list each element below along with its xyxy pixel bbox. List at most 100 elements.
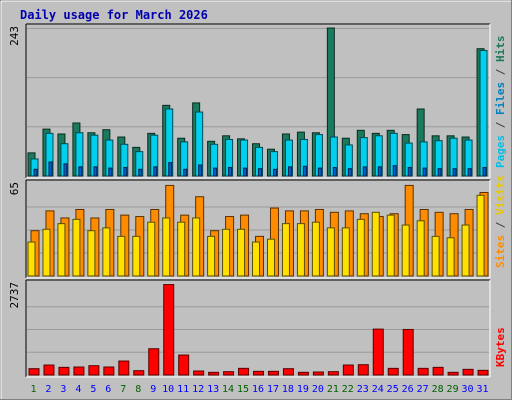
kbytes-bar-kbytes (103, 366, 115, 376)
hits-files-pages-bar-pages (138, 168, 143, 177)
visits-sites-bar-sites (356, 218, 365, 277)
kbytes-panel (26, 280, 490, 377)
visits-sites-bar-sites (87, 230, 96, 277)
kbytes-bar-kbytes (417, 367, 429, 376)
kbytes-bar-kbytes (327, 371, 339, 376)
visits-sites-bar-sites (162, 217, 171, 277)
hits-files-pages-bar-pages (422, 167, 427, 177)
x-tick-label: 8 (135, 384, 141, 395)
visits-sites-bar-sites (117, 235, 126, 277)
x-tick-label: 24 (372, 384, 384, 395)
hits-files-pages-bar-pages (198, 164, 203, 177)
visits-sites-bar-sites (222, 228, 231, 277)
kbytes-bar-kbytes (447, 371, 459, 376)
x-tick-label: 2 (45, 384, 51, 395)
x-tick-label: 27 (417, 384, 429, 395)
x-tick-label: 1 (30, 384, 36, 395)
kbytes-legend-part: KBytes (494, 327, 507, 367)
kbytes-bar-kbytes (88, 365, 100, 376)
hits-files-pages-bar-pages (258, 168, 263, 177)
kbytes-bar-kbytes (58, 366, 70, 376)
kbytes-bar-kbytes (402, 328, 414, 376)
visits-sites-bar-sites (102, 227, 111, 277)
x-tick-label: 31 (476, 384, 488, 395)
visits-sites-bar-sites (27, 241, 36, 277)
visits-sites-bar-sites (281, 223, 290, 277)
hits-files-pages-bar-pages (392, 165, 397, 177)
hits-files-pages-bar-pages (243, 167, 248, 177)
x-tick-label: 5 (90, 384, 96, 395)
x-tick-label: 7 (120, 384, 126, 395)
hits-files-pages-bar-pages (108, 167, 113, 177)
kbytes-bar-kbytes (148, 348, 160, 376)
hits-files-pages-bar-pages (362, 166, 367, 177)
hits-files-pages-bar-pages (228, 166, 233, 177)
x-tick-label: 12 (192, 384, 204, 395)
hits-files-pages-legend-part: Pages (494, 135, 507, 168)
visits-sites-bar-sites (252, 241, 261, 277)
hits-files-pages-bar-pages (482, 166, 487, 177)
kbytes-bar-kbytes (357, 364, 369, 376)
kbytes-bar-kbytes (238, 367, 250, 376)
x-tick-label: 10 (162, 384, 174, 395)
x-tick-label: 18 (282, 384, 294, 395)
hits-files-pages-bar-pages (377, 166, 382, 177)
kbytes-bar-kbytes (282, 368, 294, 376)
hits-files-pages-bar-pages (437, 168, 442, 177)
kbytes-bar-kbytes (253, 370, 265, 376)
visits-sites-bar-sites (401, 224, 410, 277)
hits-files-pages-bar-pages (213, 167, 218, 177)
hits-files-pages-legend-part: Hits (494, 36, 507, 63)
x-tick-label: 16 (252, 384, 264, 395)
hits-files-pages-bar-pages (332, 166, 337, 177)
hits-files-pages-bar-pages (317, 167, 322, 177)
hits-files-pages-bar-pages (287, 166, 292, 177)
kbytes-bar-kbytes (28, 368, 40, 376)
x-tick-label: 20 (312, 384, 324, 395)
kbytes-series-legend: KBytes (494, 327, 507, 367)
visits-sites-bar-sites (57, 223, 66, 277)
kbytes-bar-kbytes (43, 364, 55, 376)
kbytes-bar-kbytes (118, 360, 130, 376)
visits-sites-bar-sites (311, 221, 320, 277)
x-tick-label: 6 (105, 384, 111, 395)
kbytes-bar-kbytes (208, 371, 220, 376)
visits-sites-series-legend: Sites / Visits (494, 175, 507, 268)
hits-files-pages-bar-pages (93, 166, 98, 177)
visits-sites-bar-sites (326, 227, 335, 277)
visits-sites-bar-sites (476, 194, 485, 277)
hits-files-pages-bar-pages (302, 165, 307, 177)
kbytes-bar-kbytes (267, 370, 279, 376)
visits-sites-bar-sites (371, 211, 380, 277)
visits-sites-bar-sites (461, 224, 470, 277)
kbytes-bar-kbytes (133, 370, 145, 376)
x-tick-label: 11 (177, 384, 189, 395)
kbytes-bar-kbytes (73, 366, 85, 376)
hits-files-pages-ymax-label: 243 (8, 26, 21, 46)
hits-files-pages-bar-pages (33, 168, 38, 177)
hits-files-pages-bar-pages (407, 166, 412, 177)
kbytes-bar-kbytes (223, 371, 235, 376)
x-tick-label: 3 (60, 384, 66, 395)
x-tick-label: 17 (267, 384, 279, 395)
hits-files-pages-bar-pages (467, 168, 472, 177)
hits-files-pages-bar-pages (48, 161, 53, 177)
hits-files-pages-bar-pages (78, 166, 83, 177)
x-tick-label: 9 (150, 384, 156, 395)
kbytes-bar-kbytes (372, 328, 384, 376)
x-tick-label: 22 (342, 384, 354, 395)
hits-files-pages-bar-pages (183, 168, 188, 177)
hits-files-pages-bar-pages (123, 166, 128, 177)
kbytes-bar-kbytes (462, 368, 474, 376)
visits-sites-legend-part: / (494, 215, 507, 235)
visits-sites-ymax-label: 65 (8, 182, 21, 195)
visits-sites-bar-sites (207, 235, 216, 277)
hits-files-pages-series-legend: Pages / Files / Hits (494, 36, 507, 169)
visits-sites-bar-sites (446, 237, 455, 277)
visits-sites-bar-sites (132, 235, 141, 277)
hits-files-pages-bar-files (479, 50, 488, 177)
x-tick-label: 4 (75, 384, 81, 395)
x-tick-label: 26 (402, 384, 414, 395)
